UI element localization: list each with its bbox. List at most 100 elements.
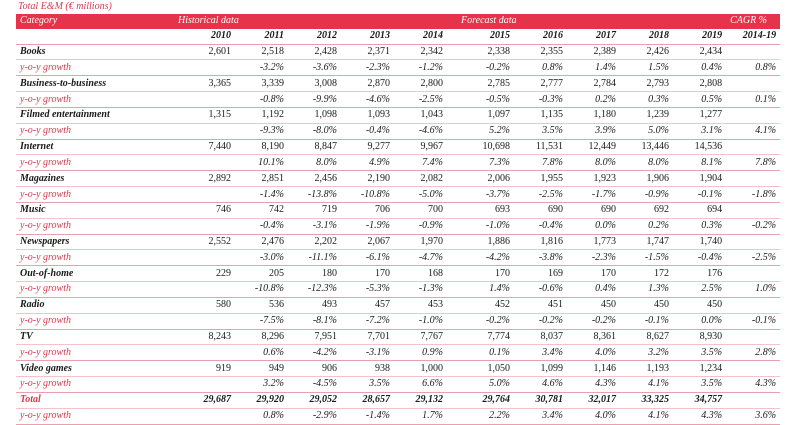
value-cell: 453 [394, 297, 448, 314]
value-cell: 2,851 [235, 170, 288, 188]
growth-cell: -4.6% [394, 123, 448, 140]
category-row-radio: Radio 580 536 493 457 453 452 451 450 450 450 [16, 297, 781, 314]
category-label: Out-of-home [16, 265, 174, 283]
growth-cell: 0.8% [235, 408, 288, 425]
value-cell: 706 [341, 202, 394, 219]
growth-label: y-o-y growth [16, 313, 174, 330]
growth-cell [174, 154, 235, 172]
spacer-cell [447, 281, 458, 298]
year-2018: 2018 [620, 28, 674, 45]
value-cell: 719 [288, 202, 341, 219]
growth-cell: 0.8% [514, 59, 568, 77]
year-2019: 2019 [673, 28, 727, 45]
growth-cell: 3.5% [341, 376, 394, 393]
growth-cell: -4.7% [394, 249, 448, 267]
growth-cell: -10.8% [235, 281, 288, 298]
spacer-cell [447, 44, 458, 61]
spacer-cell [447, 329, 458, 346]
category-label: Magazines [16, 170, 174, 188]
years-row: 2010 2011 2012 2013 2014 2015 2016 2017 … [16, 28, 781, 45]
growth-cell [174, 376, 235, 393]
growth-cell: -3.0% [235, 249, 288, 267]
growth-cell: -0.2% [514, 313, 568, 330]
growth-cell: 0.3% [620, 91, 674, 108]
growth-cell: -0.2% [457, 59, 515, 77]
growth-label: y-o-y growth [16, 91, 174, 108]
cagr-cell: -0.1% [726, 313, 781, 330]
growth-row-tv: y-o-y growth 0.6% -4.2% -3.1% 0.9% 0.1% 3.4% 4.… [16, 344, 781, 362]
growth-label: y-o-y growth [16, 186, 174, 203]
value-cell: 2,434 [673, 44, 727, 61]
year-2014: 2014 [394, 28, 448, 45]
value-cell: 8,243 [174, 329, 235, 346]
growth-cell: 3.5% [673, 376, 727, 393]
growth-cell: -3.1% [288, 218, 341, 235]
value-cell: 1,000 [394, 360, 448, 378]
growth-cell: -8.0% [288, 123, 341, 140]
value-cell: 2,518 [235, 44, 288, 61]
cagr-blank-cell [726, 107, 781, 124]
value-cell: 8,847 [288, 139, 341, 156]
page: Total E&M (€ millions) Category Historic… [16, 1, 781, 425]
value-cell: 2,601 [174, 44, 235, 61]
growth-cell: 5.2% [457, 123, 515, 140]
growth-row-books: y-o-y growth -3.2% -3.6% -2.3% -1.2% -0.2% 0.8… [16, 59, 781, 77]
category-label: Books [16, 44, 174, 61]
growth-cell: 1.4% [567, 59, 621, 77]
category-label: Filmed entertainment [16, 107, 174, 124]
growth-row-filmed-entertainment: y-o-y growth -9.3% -8.0% -0.4% -4.6% 5.2% 3.5%… [16, 123, 781, 140]
spacer-cell [447, 265, 458, 283]
cagr-blank-cell [726, 44, 781, 61]
cagr-cell: 7.8% [726, 154, 781, 172]
category-row-internet: Internet 7,440 8,190 8,847 9,277 9,967 10,698 1… [16, 139, 781, 156]
year-2010: 2010 [174, 28, 235, 45]
growth-cell: -9.3% [235, 123, 288, 140]
value-cell: 2,190 [341, 170, 394, 188]
cagr-blank-cell [726, 297, 781, 314]
growth-cell: 8.0% [567, 154, 621, 172]
value-cell: 2,777 [514, 75, 568, 93]
growth-cell: 0.4% [567, 281, 621, 298]
value-cell: 176 [673, 265, 727, 283]
spacer-cell [447, 170, 458, 188]
spacer-cell [447, 249, 458, 267]
growth-row-radio: y-o-y growth -7.5% -8.1% -7.2% -1.0% -0.2% -0.… [16, 313, 781, 330]
value-cell: 170 [457, 265, 515, 283]
growth-cell: 0.2% [620, 218, 674, 235]
growth-cell: 3.2% [620, 344, 674, 362]
value-cell: 1,904 [673, 170, 727, 188]
value-cell: 450 [673, 297, 727, 314]
growth-cell: -3.2% [235, 59, 288, 77]
category-label: Music [16, 202, 174, 219]
value-cell: 949 [235, 360, 288, 378]
value-cell: 170 [567, 265, 621, 283]
value-cell: 1,277 [673, 107, 727, 124]
value-cell: 1,093 [341, 107, 394, 124]
year-cagr-period: 2014-19 [726, 28, 781, 45]
cagr-blank-cell [726, 329, 781, 346]
growth-cell: -8.1% [288, 313, 341, 330]
category-row-business-to-business: Business-to-business 3,365 3,339 3,008 2,870… [16, 75, 781, 93]
value-cell: 2,371 [341, 44, 394, 61]
growth-cell: -4.2% [457, 249, 515, 267]
growth-cell [174, 123, 235, 140]
value-cell: 1,747 [620, 234, 674, 251]
growth-cell: 0.0% [673, 313, 727, 330]
category-label: Radio [16, 297, 174, 314]
cagr-cell: 4.3% [726, 376, 781, 393]
value-cell: 2,067 [341, 234, 394, 251]
growth-cell: 5.0% [457, 376, 515, 393]
growth-cell: -4.6% [341, 91, 394, 108]
value-cell: 180 [288, 265, 341, 283]
spacer-cell [447, 202, 458, 219]
growth-cell: 0.6% [235, 344, 288, 362]
growth-label: y-o-y growth [16, 249, 174, 267]
growth-cell: -0.8% [235, 91, 288, 108]
growth-label: y-o-y growth [16, 408, 174, 425]
growth-cell: 3.4% [514, 344, 568, 362]
growth-cell: 4.0% [567, 344, 621, 362]
growth-cell [174, 218, 235, 235]
category-row-magazines: Magazines 2,892 2,851 2,456 2,190 2,082 2,006 1… [16, 170, 781, 188]
growth-cell [174, 186, 235, 203]
value-cell: 1,923 [567, 170, 621, 188]
